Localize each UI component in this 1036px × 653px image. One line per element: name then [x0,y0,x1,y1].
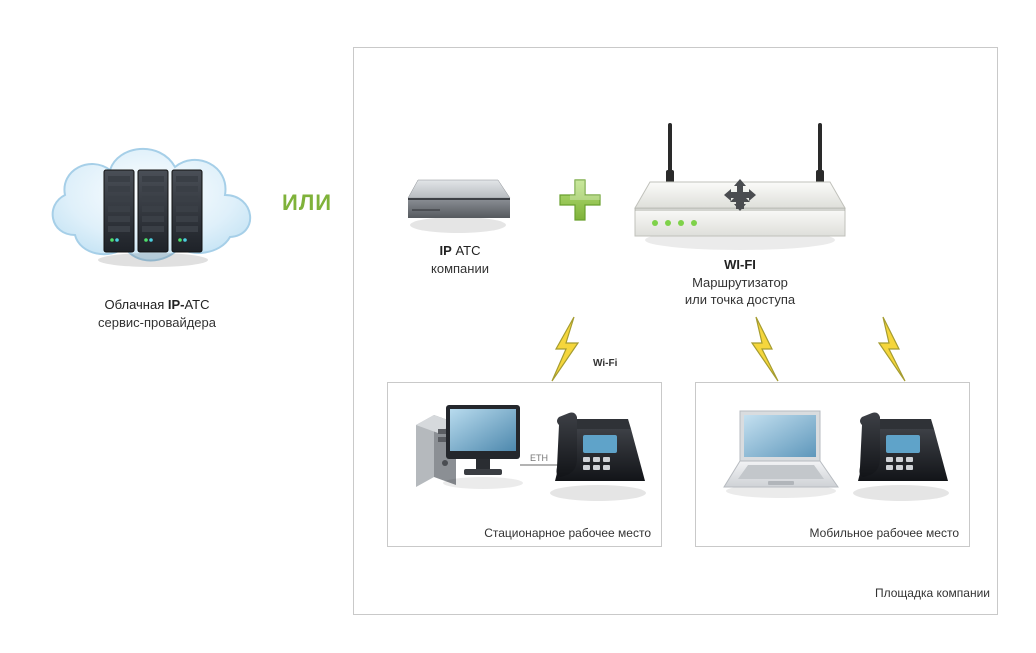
ipats-label-line1: IP АТС [440,243,481,258]
cloud-ipats-group [40,125,270,300]
or-label: ИЛИ [282,190,332,216]
ipats-box-group [400,150,520,245]
router-label-bold: WI-FI [724,257,756,272]
static-workstation-icon [388,383,663,523]
bolt-1 [540,315,590,385]
bolt-3 [865,315,915,385]
router-label-sub1: Маршрутизатор [692,275,788,290]
static-workstation-caption: Стационарное рабочее место [484,526,651,540]
cloud-label-line2: сервис-провайдера [98,315,216,330]
ipats-label: IP АТС компании [420,242,500,277]
cloud-label: Облачная IP-АТС сервис-провайдера [82,296,232,331]
mobile-workstation-caption: Мобильное рабочее место [810,526,959,540]
router-label-sub2: или точка доступа [685,292,795,307]
eth-label: ETH [530,453,548,463]
bolt-2 [738,315,788,385]
wifi-connection-label: Wi-Fi [593,358,617,369]
cloud-icon [40,125,270,295]
plus-group [555,175,605,230]
plus-icon [555,175,605,225]
mobile-workstation-icon [696,383,971,523]
cloud-label-line1: Облачная IP-АТС [105,297,210,312]
footer-label: Площадка компании [860,586,990,600]
router-group [620,110,860,265]
ipats-label-line2: компании [431,261,489,276]
router-icon [620,110,860,260]
ipats-box-icon [400,150,520,240]
static-workstation-panel: ETH Стационарное рабочее место [387,382,662,547]
mobile-workstation-panel: Мобильное рабочее место [695,382,970,547]
router-label: WI-FI Маршрутизатор или точка доступа [665,256,815,309]
